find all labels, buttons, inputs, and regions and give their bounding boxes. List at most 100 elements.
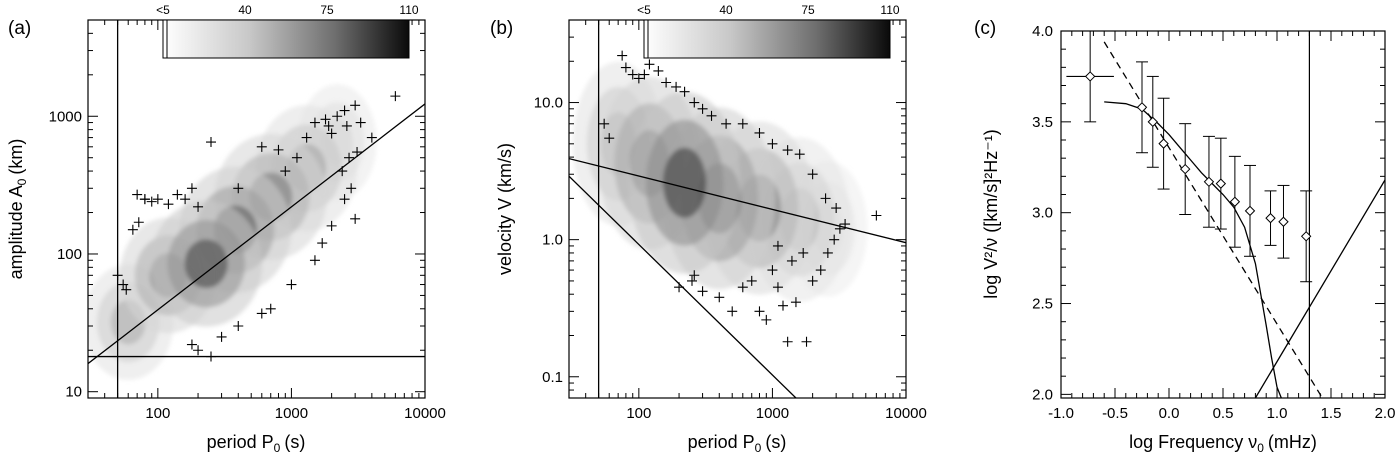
data-point [671, 81, 682, 92]
panel-c-frame [1060, 30, 1386, 399]
panel-a-ytick-label: 100 [57, 246, 82, 263]
panel-b-colorbar: <5 40 75 110 [637, 3, 900, 59]
density-contour [184, 239, 228, 288]
data-point [1136, 102, 1148, 113]
data-point [822, 247, 833, 258]
data-point [132, 189, 143, 200]
data-point [339, 194, 350, 205]
data-point [604, 133, 615, 144]
data-point [782, 145, 793, 156]
data-point [1278, 216, 1289, 227]
data-point [807, 275, 818, 286]
panel-b-ytick-label: 0.1 [542, 369, 563, 386]
data-point [737, 282, 748, 293]
data-point [599, 118, 610, 129]
panel-a-ytick-label: 10 [65, 384, 82, 401]
data-point [746, 275, 757, 286]
data-point [332, 111, 343, 122]
data-point [366, 132, 377, 143]
data-point [834, 223, 845, 234]
colorbar-label: <5 [156, 3, 170, 17]
data-point [697, 286, 708, 297]
data-point [301, 132, 312, 143]
data-point [112, 270, 123, 281]
panel-c-ylabel: log V²/ν ([km/s]²Hz⁻¹) [981, 129, 1001, 299]
data-point [1158, 138, 1169, 149]
data-point [721, 118, 732, 129]
data-point [1179, 163, 1191, 175]
data-point [1265, 212, 1276, 224]
panel-b-label: (b) [490, 18, 513, 39]
data-point [350, 100, 361, 111]
panel-a-tick-labels: 100 1000 10000 10 100 1000 [49, 108, 446, 422]
data-point [193, 201, 204, 212]
colorbar-label: 75 [801, 3, 815, 17]
data-point [644, 59, 655, 70]
data-point [326, 220, 337, 231]
panel-c-ytick-label: 4.0 [1032, 23, 1053, 40]
data-point [831, 203, 842, 214]
colorbar-label: 110 [880, 3, 899, 17]
data-point [291, 152, 302, 163]
data-point [352, 147, 363, 158]
data-point [337, 166, 348, 177]
data-point [152, 194, 163, 205]
data-point [256, 308, 267, 319]
panel-a-colorbar: <5 40 75 110 [156, 3, 419, 59]
data-point [689, 97, 700, 108]
data-point [697, 103, 708, 114]
data-point [679, 86, 690, 97]
data-point [172, 189, 183, 200]
data-point [256, 141, 267, 152]
data-point [127, 224, 138, 235]
data-point [346, 183, 357, 194]
panel-c-ticks [1060, 30, 1386, 398]
data-point [761, 314, 772, 325]
data-point [216, 331, 227, 342]
panel-c-xtick-label: 1.0 [1267, 405, 1288, 422]
data-point [807, 169, 818, 180]
data-point [639, 69, 650, 80]
data-point [661, 77, 672, 88]
panel-a-ytick-label: 1000 [49, 108, 82, 125]
panel-a: (a) 100 1000 10000 10 100 1000 period P0… [6, 3, 446, 455]
data-point [193, 345, 204, 356]
data-point [323, 120, 334, 131]
fit-line-fit [569, 157, 906, 244]
panel-b-xtick-label: 100 [626, 405, 651, 422]
data-point [727, 306, 738, 317]
series-line-model [1104, 101, 1282, 398]
data-point [801, 336, 812, 347]
panel-c-ytick-label: 2.0 [1032, 386, 1053, 403]
panel-b-xlabel: period P0 (s) [688, 432, 787, 455]
panel-c-xtick-label: 1.5 [1321, 405, 1342, 422]
data-point [180, 194, 191, 205]
data-point [627, 69, 638, 80]
data-point [1215, 178, 1227, 189]
panel-c-xtick-label: 0.5 [1213, 405, 1234, 422]
data-point [633, 73, 644, 84]
colorbar-label: 110 [399, 3, 418, 17]
series-line-power-law [1103, 41, 1323, 398]
density-contour [663, 147, 707, 218]
data-point [706, 110, 717, 121]
data-point [782, 336, 793, 347]
panel-b-xtick-label: 1000 [756, 405, 789, 422]
data-point [186, 183, 197, 194]
data-point [146, 196, 157, 207]
data-point [689, 270, 700, 281]
data-point [339, 105, 350, 116]
panel-a-xtick-label: 1000 [275, 405, 308, 422]
panel-a-density [88, 84, 377, 380]
data-point [840, 219, 851, 230]
panel-c-ytick-label: 3.0 [1032, 205, 1053, 222]
data-point [767, 138, 778, 149]
data-point [1203, 176, 1215, 188]
colorbar-label: <5 [637, 3, 651, 17]
panel-b-ylabel: velocity V (km/s) [495, 143, 515, 275]
panel-c-ytick-label: 2.5 [1032, 296, 1053, 313]
data-point [714, 292, 725, 303]
data-point [309, 255, 320, 266]
data-point [871, 210, 882, 221]
